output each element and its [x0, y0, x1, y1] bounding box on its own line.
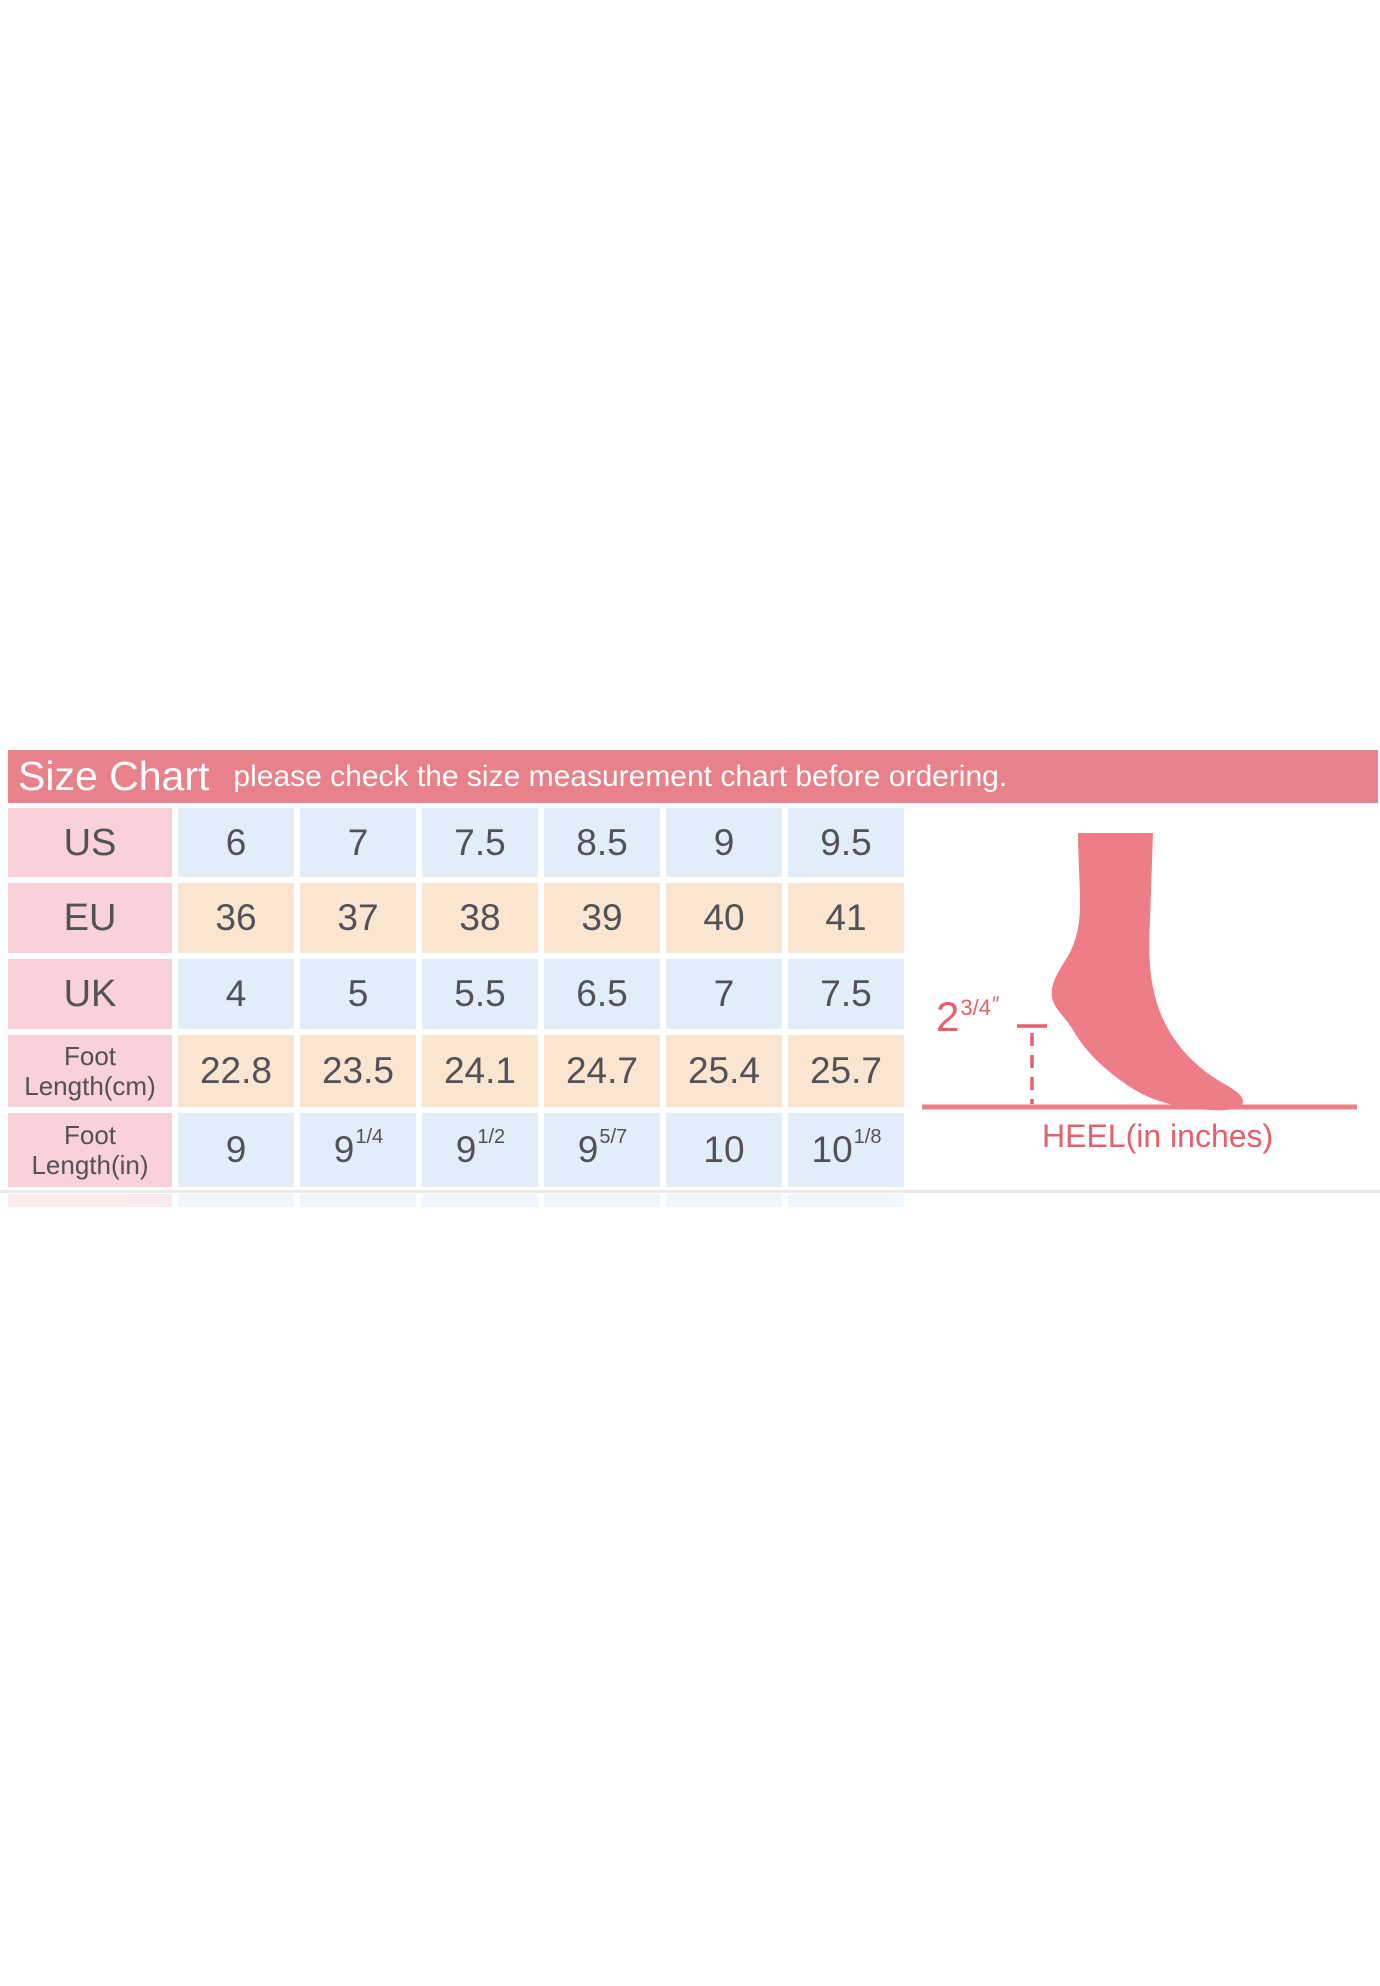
foot-illustration [922, 833, 1357, 1111]
size-cell: 9 5/7 [544, 1113, 660, 1187]
size-cell: 37 [300, 883, 416, 953]
reflection-cell [178, 1194, 294, 1207]
size-cell: 5.5 [422, 959, 538, 1029]
page-title: Size Chart [18, 753, 210, 799]
row-header: Foot Length(in) [8, 1113, 172, 1187]
header-bar: Size Chart please check the size measure… [8, 750, 1378, 803]
size-cell: 10 [666, 1113, 782, 1187]
bottom-divider-line [0, 1190, 1380, 1193]
size-cell: 41 [788, 883, 904, 953]
reflection-cell [666, 1194, 782, 1207]
reflection-cell [300, 1194, 416, 1207]
row-header: UK [8, 959, 172, 1029]
size-cell: 7.5 [422, 808, 538, 877]
size-cell: 6.5 [544, 959, 660, 1029]
size-cell: 25.7 [788, 1035, 904, 1107]
heel-caption: HEEL(in inches) [1042, 1118, 1274, 1154]
size-cell: 39 [544, 883, 660, 953]
size-cell: 7.5 [788, 959, 904, 1029]
row-header: Foot Length(cm) [8, 1035, 172, 1107]
reflection-cell [8, 1194, 172, 1207]
heel-height-fraction: 3/4 [960, 995, 991, 1020]
reflection-cell [544, 1194, 660, 1207]
size-cell: 9 1/4 [300, 1113, 416, 1187]
row-header: EU [8, 883, 172, 953]
size-cell: 25.4 [666, 1035, 782, 1107]
size-cell: 10 1/8 [788, 1113, 904, 1187]
size-cell: 22.8 [178, 1035, 294, 1107]
heel-height-label: 23/4″ [936, 993, 1000, 1048]
size-cell: 9.5 [788, 808, 904, 877]
row-header: US [8, 808, 172, 877]
inch-mark: ″ [991, 993, 1000, 1016]
size-cell: 6 [178, 808, 294, 877]
table-reflection [8, 1194, 904, 1207]
size-cell: 8.5 [544, 808, 660, 877]
size-cell: 7 [666, 959, 782, 1029]
heel-height-value: 2 [936, 993, 960, 1040]
size-cell: 4 [178, 959, 294, 1029]
size-cell: 23.5 [300, 1035, 416, 1107]
size-cell: 9 [178, 1113, 294, 1187]
size-cell: 24.1 [422, 1035, 538, 1107]
reflection-cell [788, 1194, 904, 1207]
size-cell: 40 [666, 883, 782, 953]
size-cell: 9 1/2 [422, 1113, 538, 1187]
foot-shape [1051, 833, 1243, 1111]
size-cell: 36 [178, 883, 294, 953]
size-cell: 38 [422, 883, 538, 953]
page-subtitle: please check the size measurement chart … [233, 759, 1008, 793]
size-cell: 5 [300, 959, 416, 1029]
reflection-cell [422, 1194, 538, 1207]
size-cell: 24.7 [544, 1035, 660, 1107]
size-cell: 9 [666, 808, 782, 877]
size-cell: 7 [300, 808, 416, 877]
size-table: US 6 7 7.5 8.5 9 9.5 EU 36 37 38 39 40 41 UK 4 5 5.5 6.5 7 7… [8, 808, 904, 1187]
